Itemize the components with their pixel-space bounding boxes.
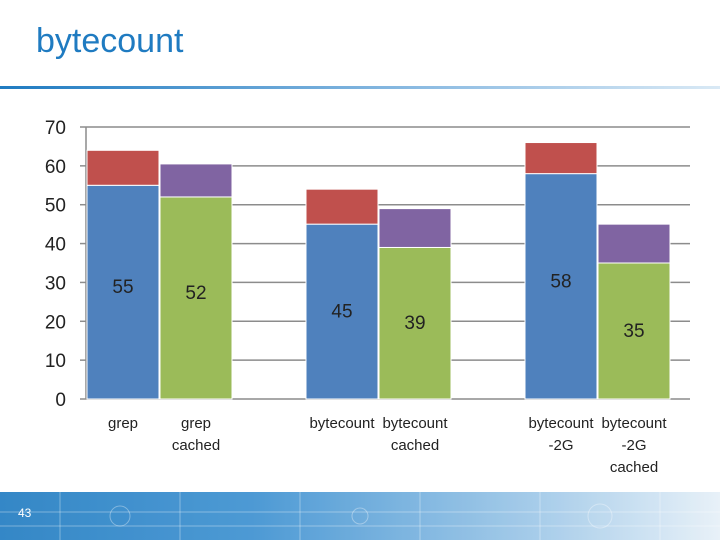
data-label: 55 — [112, 277, 133, 298]
data-label: 35 — [623, 321, 644, 342]
y-tick-label: 20 — [45, 312, 66, 333]
data-label: 52 — [185, 283, 206, 304]
x-category-label: grep — [108, 415, 138, 432]
title-divider — [0, 86, 720, 89]
x-category-label: bytecount — [309, 415, 375, 432]
bar-segment-top — [597, 223, 671, 264]
y-tick-label: 70 — [45, 118, 66, 139]
data-label: 45 — [331, 302, 352, 323]
x-category-label: bytecount — [601, 415, 667, 432]
bar-segment-base — [524, 173, 598, 400]
bar-segment-base — [86, 184, 160, 400]
bar-segment-top — [86, 149, 160, 186]
bar-segment-top — [524, 142, 598, 175]
x-category-label: cached — [610, 459, 658, 476]
y-tick-label: 60 — [45, 157, 66, 178]
stacked-bar-chart: 0 10 20 30 40 50 60 70 55 grep 52 grep cached 45 bytec… — [45, 118, 690, 476]
bar-segment-base — [378, 246, 452, 400]
y-tick-label: 10 — [45, 351, 66, 372]
data-label: 39 — [404, 313, 425, 334]
y-tick-label: 40 — [45, 235, 66, 256]
footer-band — [0, 492, 720, 540]
x-category-label: bytecount — [528, 415, 594, 432]
page-number: 43 — [18, 506, 32, 520]
bar-segment-base — [597, 262, 671, 400]
bar-segment-top — [305, 188, 379, 225]
y-tick-label: 50 — [45, 196, 66, 217]
bar-segment-top — [159, 163, 233, 198]
x-category-label: -2G — [548, 437, 573, 454]
x-category-label: cached — [172, 437, 220, 454]
data-label: 58 — [550, 271, 571, 292]
y-tick-label: 0 — [55, 390, 66, 411]
x-category-label: cached — [391, 437, 439, 454]
bar-segment-base — [305, 223, 379, 400]
x-category-label: -2G — [621, 437, 646, 454]
x-category-label: grep — [181, 415, 211, 432]
x-category-label: bytecount — [382, 415, 448, 432]
bar-segment-top — [378, 208, 452, 248]
slide-title: bytecount — [36, 22, 184, 60]
y-tick-label: 30 — [45, 273, 66, 294]
footer-pattern — [0, 492, 720, 540]
bar-segment-base — [159, 196, 233, 400]
